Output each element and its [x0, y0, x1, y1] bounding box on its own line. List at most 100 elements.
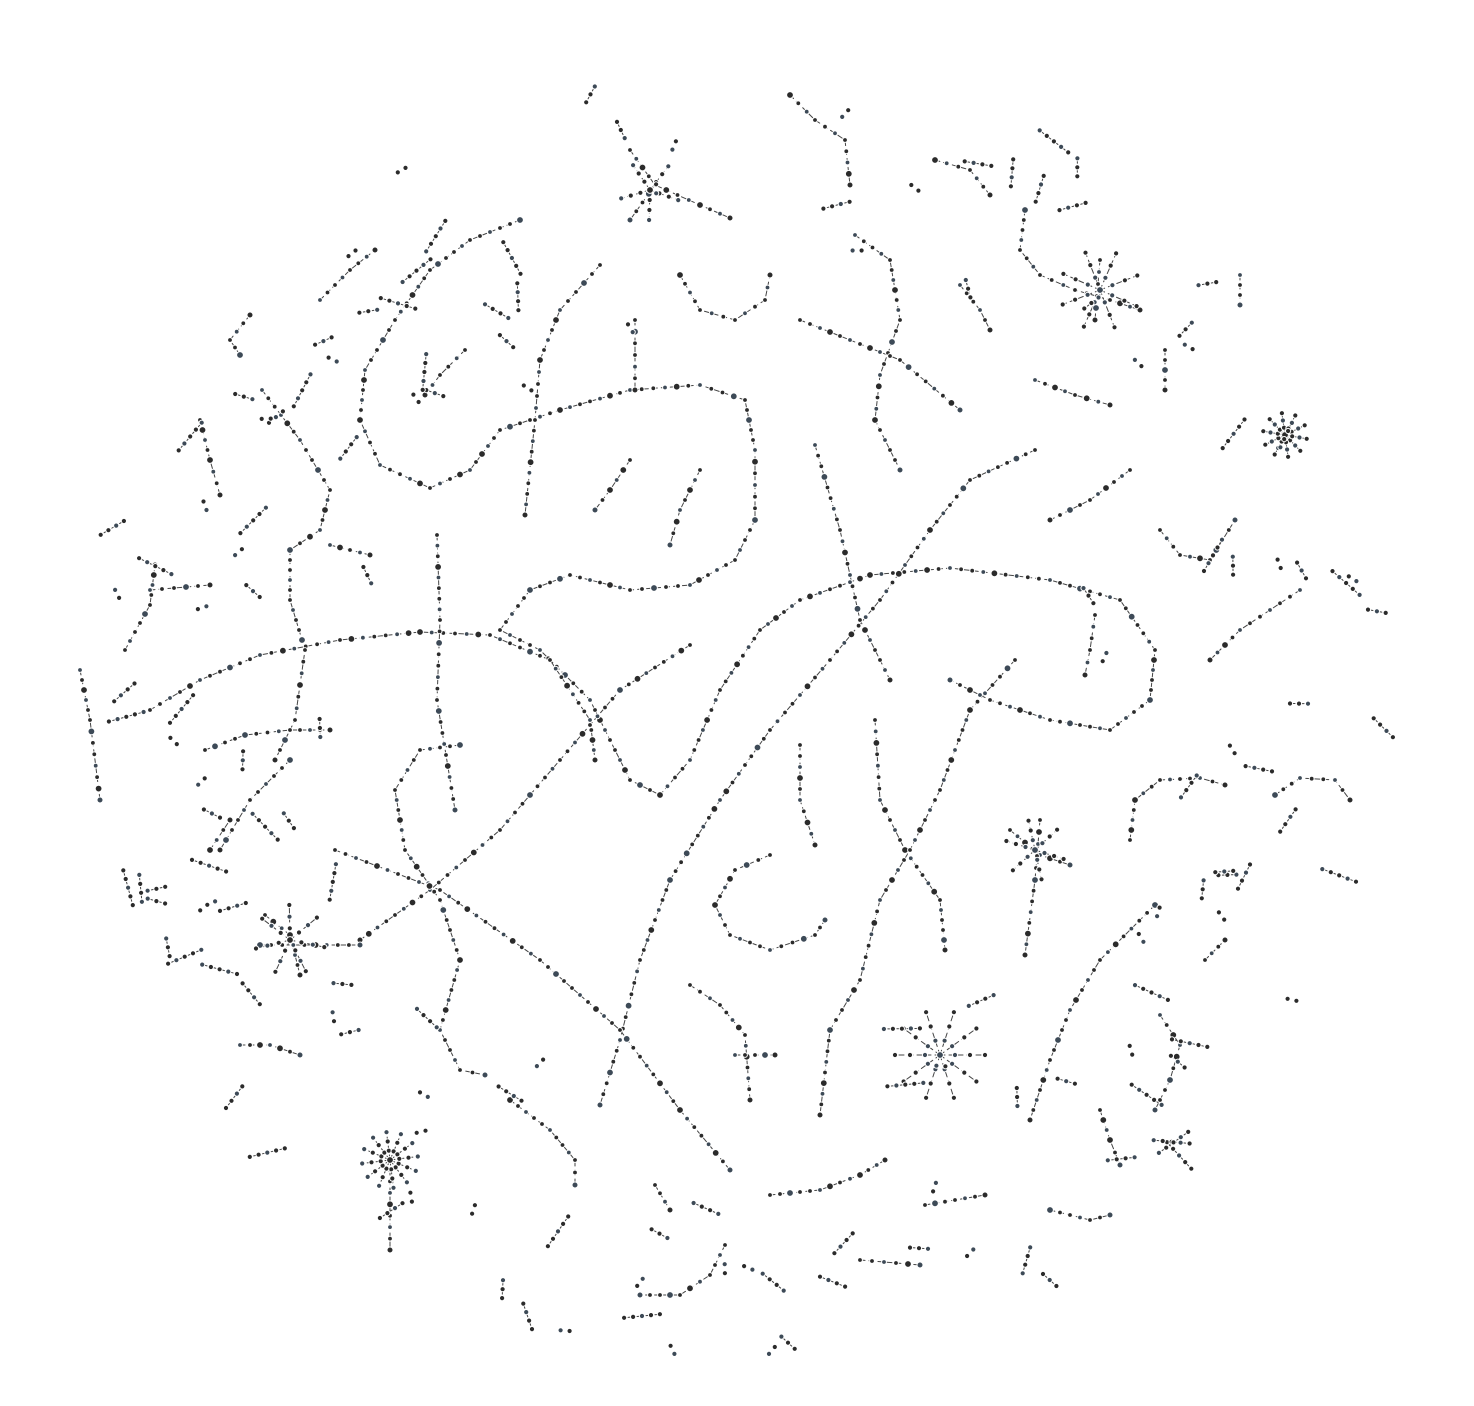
- graph-node-190[interactable]: [1149, 677, 1155, 683]
- graph-node-681[interactable]: [832, 130, 838, 137]
- graph-node-1077[interactable]: [296, 1051, 304, 1059]
- graph-node-1805[interactable]: [469, 1210, 476, 1217]
- graph-node-510[interactable]: [877, 797, 883, 803]
- graph-node-651[interactable]: [853, 604, 862, 613]
- graph-node-175[interactable]: [1057, 580, 1063, 586]
- graph-node-699[interactable]: [888, 338, 896, 346]
- graph-node-1022[interactable]: [707, 1272, 713, 1278]
- graph-node-637[interactable]: [815, 452, 821, 459]
- graph-node-783[interactable]: [1092, 304, 1100, 312]
- graph-node-750[interactable]: [526, 469, 533, 476]
- graph-node-299[interactable]: [947, 502, 953, 508]
- graph-node-476[interactable]: [617, 1027, 623, 1033]
- graph-node-546[interactable]: [912, 837, 918, 843]
- graph-node-1666[interactable]: [274, 836, 281, 843]
- graph-node-1231[interactable]: [396, 1155, 403, 1162]
- graph-node-1041[interactable]: [873, 1162, 880, 1168]
- graph-node-1760[interactable]: [517, 270, 524, 277]
- graph-node-23[interactable]: [360, 387, 366, 393]
- graph-node-1142[interactable]: [986, 191, 994, 199]
- graph-node-708[interactable]: [882, 437, 888, 443]
- graph-node-1365[interactable]: [893, 1082, 900, 1089]
- graph-node-1716[interactable]: [1383, 727, 1390, 735]
- graph-node-801[interactable]: [722, 884, 728, 891]
- graph-node-883[interactable]: [279, 765, 285, 771]
- graph-node-727[interactable]: [940, 392, 946, 399]
- graph-node-406[interactable]: [447, 743, 453, 750]
- graph-node-1620[interactable]: [198, 946, 205, 953]
- graph-node-849[interactable]: [1214, 649, 1221, 656]
- graph-node-1643[interactable]: [342, 448, 349, 455]
- graph-node-1316[interactable]: [286, 925, 293, 932]
- graph-node-373[interactable]: [609, 695, 616, 702]
- graph-node-893[interactable]: [122, 647, 128, 653]
- graph-node-1816[interactable]: [352, 247, 359, 254]
- graph-node-1528[interactable]: [526, 1317, 533, 1324]
- graph-node-1491[interactable]: [114, 716, 121, 723]
- graph-node-1273[interactable]: [1072, 296, 1079, 303]
- graph-node-1565[interactable]: [1113, 1156, 1120, 1163]
- graph-node-1743[interactable]: [1218, 536, 1226, 543]
- graph-node-1741[interactable]: [1282, 821, 1289, 828]
- graph-node-1757[interactable]: [504, 247, 511, 254]
- graph-node-1360[interactable]: [515, 298, 522, 305]
- graph-node-1425[interactable]: [671, 1350, 678, 1358]
- graph-node-496[interactable]: [796, 774, 804, 782]
- graph-node-767[interactable]: [1023, 255, 1030, 262]
- graph-node-751[interactable]: [525, 480, 532, 487]
- graph-node-1609[interactable]: [766, 1276, 773, 1283]
- graph-node-895[interactable]: [132, 629, 138, 635]
- graph-node-1509[interactable]: [178, 705, 185, 713]
- graph-node-1676[interactable]: [1177, 1038, 1184, 1045]
- graph-node-605[interactable]: [309, 457, 315, 463]
- graph-node-1717[interactable]: [1389, 734, 1397, 741]
- graph-node-652[interactable]: [857, 617, 863, 623]
- graph-node-1413[interactable]: [1288, 419, 1296, 426]
- graph-node-450[interactable]: [384, 867, 391, 873]
- graph-node-1001[interactable]: [1112, 1149, 1118, 1156]
- graph-node-125[interactable]: [627, 777, 633, 783]
- graph-node-1291[interactable]: [646, 196, 653, 204]
- graph-node-1160[interactable]: [347, 547, 353, 553]
- graph-node-666[interactable]: [685, 197, 692, 203]
- graph-node-22[interactable]: [360, 376, 368, 384]
- graph-node-784[interactable]: [1091, 316, 1099, 324]
- graph-node-694[interactable]: [891, 286, 899, 294]
- graph-node-890[interactable]: [229, 827, 235, 833]
- graph-node-1791[interactable]: [208, 810, 215, 817]
- graph-node-121[interactable]: [607, 737, 613, 743]
- graph-node-1524[interactable]: [970, 1246, 977, 1253]
- graph-node-1801[interactable]: [518, 1097, 525, 1104]
- graph-node-1800[interactable]: [510, 1092, 517, 1100]
- graph-node-414[interactable]: [393, 797, 400, 803]
- graph-node-930[interactable]: [236, 351, 244, 359]
- graph-node-333[interactable]: [717, 797, 723, 803]
- graph-node-205[interactable]: [1027, 710, 1033, 717]
- graph-node-611[interactable]: [319, 517, 326, 523]
- graph-node-1626[interactable]: [907, 1025, 915, 1032]
- graph-node-1135[interactable]: [1021, 951, 1029, 959]
- graph-node-1152[interactable]: [1236, 301, 1244, 309]
- graph-node-1593[interactable]: [144, 895, 151, 902]
- graph-node-1481[interactable]: [427, 240, 435, 247]
- graph-node-388[interactable]: [497, 827, 503, 833]
- graph-node-40[interactable]: [473, 459, 479, 465]
- graph-node-1168[interactable]: [966, 1051, 974, 1059]
- graph-node-432[interactable]: [454, 967, 461, 973]
- graph-node-1296[interactable]: [618, 195, 625, 202]
- graph-node-228[interactable]: [291, 645, 298, 652]
- graph-node-1518[interactable]: [505, 314, 512, 322]
- graph-node-1807[interactable]: [1074, 164, 1081, 171]
- graph-node-287[interactable]: [450, 796, 457, 802]
- graph-node-1808[interactable]: [1074, 173, 1081, 180]
- graph-node-1583[interactable]: [1009, 165, 1016, 172]
- graph-node-988[interactable]: [1163, 1022, 1170, 1028]
- graph-node-677[interactable]: [795, 100, 802, 107]
- graph-node-1581[interactable]: [203, 506, 210, 514]
- graph-node-2[interactable]: [497, 225, 503, 231]
- graph-node-302[interactable]: [926, 526, 934, 534]
- graph-node-1232[interactable]: [405, 1154, 412, 1161]
- graph-node-862[interactable]: [1042, 380, 1048, 387]
- graph-node-1234[interactable]: [386, 1156, 394, 1164]
- graph-node-706[interactable]: [871, 416, 879, 424]
